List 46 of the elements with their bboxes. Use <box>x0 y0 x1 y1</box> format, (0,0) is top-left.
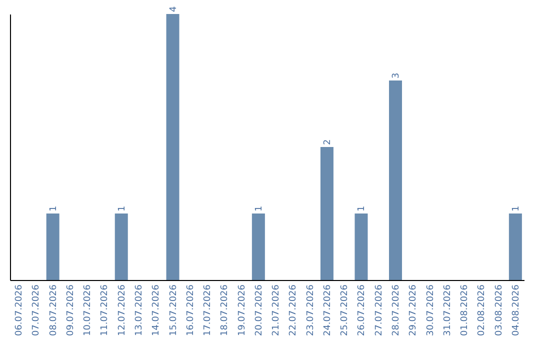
x-tick-label: 02.08.2026 <box>477 284 488 336</box>
x-tick-label: 30.07.2026 <box>426 284 436 336</box>
bar <box>114 214 128 280</box>
data-label: 1 <box>117 206 128 212</box>
x-tick-label: 24.07.2026 <box>322 284 333 336</box>
data-label: 1 <box>357 206 368 212</box>
x-tick-label: 15.07.2026 <box>168 284 179 336</box>
x-tick-label: 01.08.2026 <box>460 284 470 336</box>
x-tick-label: 19.07.2026 <box>237 284 248 336</box>
x-tick-label: 07.07.2026 <box>32 284 42 336</box>
x-tick-label: 21.07.2026 <box>272 284 282 336</box>
x-tick-label: 29.07.2026 <box>408 284 419 336</box>
x-tick-label: 18.07.2026 <box>220 284 230 336</box>
data-label: 1 <box>48 206 59 212</box>
x-tick-label: 03.08.2026 <box>494 284 504 336</box>
data-label: 4 <box>168 6 179 12</box>
x-tick-label: 16.07.2026 <box>186 284 196 336</box>
x-tick-label: 31.07.2026 <box>442 284 453 336</box>
data-label: 2 <box>322 139 333 145</box>
bar <box>389 80 402 280</box>
bar <box>354 214 368 280</box>
bar <box>46 214 60 280</box>
data-label: 3 <box>392 72 402 78</box>
x-tick-label: 13.07.2026 <box>134 284 144 336</box>
x-tick-label: 25.07.2026 <box>340 284 350 336</box>
x-tick-label: 10.07.2026 <box>83 284 94 336</box>
x-tick-label: 26.07.2026 <box>357 284 368 336</box>
data-label: 1 <box>254 206 264 212</box>
x-tick-label: 04.08.2026 <box>511 284 522 336</box>
bar <box>320 147 334 280</box>
x-tick-label: 22.07.2026 <box>288 284 299 336</box>
x-tick-label: 08.07.2026 <box>48 284 59 336</box>
x-tick-label: 12.07.2026 <box>117 284 128 336</box>
x-tick-label: 23.07.2026 <box>306 284 316 336</box>
data-label: 1 <box>511 206 522 212</box>
x-tick-label: 17.07.2026 <box>203 284 214 336</box>
x-tick-label: 20.07.2026 <box>254 284 264 336</box>
bar <box>252 214 265 280</box>
bar <box>508 214 522 280</box>
x-tick-label: 27.07.2026 <box>374 284 384 336</box>
x-tick-label: 28.07.2026 <box>392 284 402 336</box>
bar <box>166 14 180 280</box>
x-tick-label: 11.07.2026 <box>100 284 110 336</box>
x-tick-label: 09.07.2026 <box>66 284 76 336</box>
x-tick-label: 14.07.2026 <box>152 284 162 336</box>
x-tick-label: 06.07.2026 <box>14 284 25 336</box>
